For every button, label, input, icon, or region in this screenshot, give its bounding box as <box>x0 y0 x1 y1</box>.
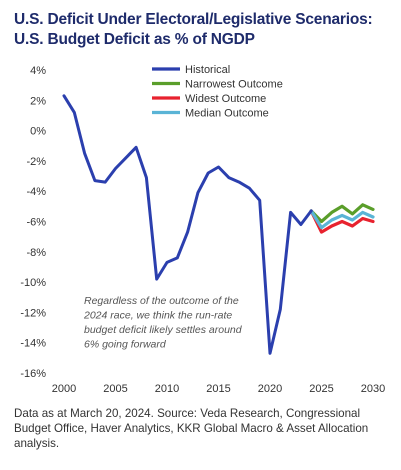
x-tick-label: 2025 <box>309 383 333 395</box>
y-tick-label: 2% <box>30 95 46 107</box>
annotation-line: budget deficit likely settles around <box>84 324 243 336</box>
legend-label: Historical <box>185 64 230 76</box>
y-tick-label: 0% <box>30 126 46 138</box>
legend-label: Narrowest Outcome <box>185 79 283 91</box>
y-tick-label: -12% <box>20 307 46 319</box>
x-tick-label: 2005 <box>103 383 127 395</box>
chart: 4%2%0%-2%-4%-6%-8%-10%-12%-14%-16% 2000 2… <box>20 64 385 395</box>
y-tick-label: -16% <box>20 368 46 380</box>
x-tick-label: 2030 <box>361 383 385 395</box>
y-tick-label: -8% <box>26 247 46 259</box>
annotation-line: 6% going forward <box>84 339 167 351</box>
chart-title: U.S. Deficit Under Electoral/Legislative… <box>14 11 373 48</box>
y-tick-label: 4% <box>30 65 46 77</box>
x-tick-label: 2015 <box>206 383 230 395</box>
series-lines <box>62 94 375 355</box>
legend: Historical Narrowest Outcome Widest Outcom… <box>152 64 283 120</box>
y-tick-label: -14% <box>20 338 46 350</box>
y-tick-label: -4% <box>26 186 46 198</box>
x-tick-label: 2010 <box>155 383 179 395</box>
series-line-widest-outcome <box>309 209 375 234</box>
series-line-historical <box>62 94 313 355</box>
x-tick-label: 2020 <box>258 383 282 395</box>
x-axis-ticks: 2000 2005 2010 2015 2020 2025 2030 <box>52 383 385 395</box>
y-tick-label: -10% <box>20 277 46 289</box>
legend-label: Widest Outcome <box>185 93 266 105</box>
y-tick-label: -2% <box>26 156 46 168</box>
annotation-line: 2024 race, we think the run-rate <box>83 310 232 322</box>
x-tick-label: 2000 <box>52 383 76 395</box>
legend-label: Median Outcome <box>185 108 269 120</box>
annotation: Regardless of the outcome of the 2024 rac… <box>83 295 243 351</box>
y-tick-label: -6% <box>26 217 46 229</box>
annotation-line: Regardless of the outcome of the <box>84 295 239 307</box>
footnote: Data as at March 20, 2024. Source: Veda … <box>14 407 369 450</box>
series-line-median-outcome <box>309 209 375 230</box>
y-axis-ticks: 4% 2% 0% -2% -4% -6% -8% -10% -12% -14% -16% <box>20 65 46 380</box>
series-line-narrowest-outcome <box>309 203 375 224</box>
